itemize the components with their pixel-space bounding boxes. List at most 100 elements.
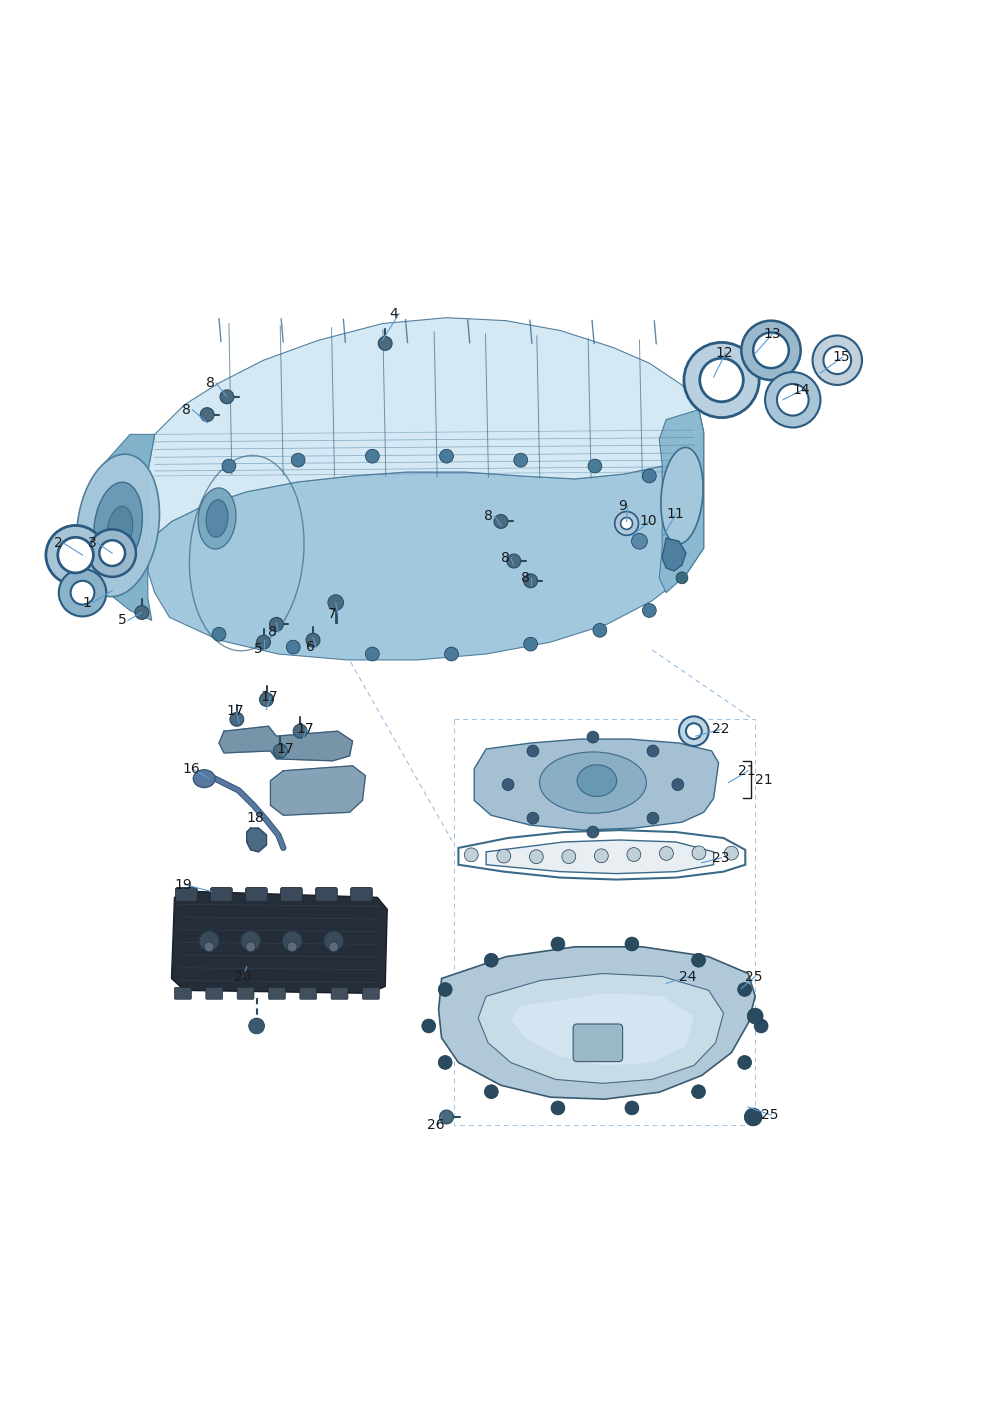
FancyBboxPatch shape	[281, 888, 303, 901]
Text: 15: 15	[832, 351, 850, 365]
Circle shape	[70, 581, 94, 605]
Polygon shape	[172, 891, 387, 993]
Ellipse shape	[193, 770, 215, 787]
Text: 6: 6	[307, 640, 314, 654]
Circle shape	[632, 533, 648, 549]
Text: 11: 11	[667, 506, 683, 521]
Text: 8: 8	[521, 571, 530, 585]
Circle shape	[753, 333, 789, 368]
Polygon shape	[219, 727, 352, 760]
Circle shape	[212, 627, 226, 641]
Polygon shape	[478, 974, 723, 1083]
Circle shape	[307, 633, 319, 647]
Circle shape	[691, 953, 705, 967]
Ellipse shape	[107, 506, 133, 550]
Circle shape	[676, 572, 687, 584]
Circle shape	[135, 606, 149, 619]
Circle shape	[287, 640, 301, 654]
Circle shape	[288, 941, 298, 951]
Text: 13: 13	[763, 327, 781, 341]
Circle shape	[507, 554, 521, 568]
Text: 7: 7	[327, 607, 336, 622]
Circle shape	[699, 358, 743, 401]
Circle shape	[615, 512, 639, 536]
Circle shape	[561, 850, 575, 864]
Circle shape	[777, 384, 808, 415]
Polygon shape	[148, 317, 703, 539]
Ellipse shape	[206, 499, 228, 537]
Circle shape	[249, 1019, 265, 1034]
FancyBboxPatch shape	[246, 888, 267, 901]
Circle shape	[621, 518, 633, 529]
Polygon shape	[438, 947, 755, 1099]
Text: 8: 8	[183, 403, 191, 417]
Circle shape	[587, 731, 599, 744]
Circle shape	[527, 745, 539, 758]
Text: 17: 17	[227, 704, 245, 718]
Circle shape	[588, 459, 602, 473]
Circle shape	[99, 540, 125, 565]
Text: 1: 1	[82, 596, 91, 609]
Circle shape	[594, 849, 608, 863]
Circle shape	[724, 846, 738, 860]
Circle shape	[527, 812, 539, 824]
Ellipse shape	[540, 752, 647, 814]
Circle shape	[365, 449, 379, 463]
Circle shape	[200, 408, 214, 421]
Circle shape	[365, 647, 379, 661]
Text: 22: 22	[711, 723, 729, 737]
Circle shape	[220, 390, 234, 404]
Ellipse shape	[76, 455, 160, 596]
Circle shape	[524, 574, 538, 588]
Circle shape	[627, 847, 641, 861]
Polygon shape	[663, 539, 685, 571]
Circle shape	[484, 953, 498, 967]
Circle shape	[660, 846, 674, 860]
Circle shape	[643, 603, 657, 617]
Polygon shape	[660, 410, 703, 592]
Text: 8: 8	[501, 551, 510, 565]
Circle shape	[204, 941, 214, 951]
Polygon shape	[271, 766, 365, 815]
FancyBboxPatch shape	[175, 988, 191, 999]
Text: 18: 18	[247, 811, 265, 825]
Circle shape	[625, 937, 639, 951]
Circle shape	[292, 453, 306, 467]
Circle shape	[323, 932, 343, 951]
FancyBboxPatch shape	[350, 888, 372, 901]
FancyBboxPatch shape	[210, 888, 232, 901]
Text: 16: 16	[183, 762, 200, 776]
Text: 3: 3	[87, 536, 96, 550]
Text: 17: 17	[297, 723, 313, 737]
Text: 17: 17	[277, 742, 294, 756]
FancyBboxPatch shape	[362, 988, 379, 999]
Ellipse shape	[94, 483, 143, 568]
Circle shape	[494, 515, 508, 529]
Circle shape	[647, 812, 659, 824]
Circle shape	[647, 745, 659, 758]
FancyBboxPatch shape	[237, 988, 254, 999]
Circle shape	[283, 932, 303, 951]
Circle shape	[294, 724, 308, 738]
Circle shape	[484, 1085, 498, 1099]
Circle shape	[88, 529, 136, 577]
Circle shape	[685, 724, 701, 739]
Circle shape	[754, 1019, 768, 1033]
Circle shape	[260, 693, 274, 707]
Text: 5: 5	[118, 613, 127, 627]
Circle shape	[464, 847, 478, 861]
FancyBboxPatch shape	[269, 988, 286, 999]
Circle shape	[497, 849, 511, 863]
Text: 21: 21	[738, 763, 756, 777]
Circle shape	[587, 826, 599, 838]
Circle shape	[744, 1108, 762, 1125]
Circle shape	[438, 1055, 452, 1069]
Text: 19: 19	[175, 877, 192, 891]
FancyBboxPatch shape	[205, 988, 222, 999]
Circle shape	[625, 1101, 639, 1115]
Text: 24: 24	[679, 969, 696, 984]
Circle shape	[514, 453, 528, 467]
Circle shape	[691, 1085, 705, 1099]
Text: 26: 26	[427, 1118, 444, 1132]
Circle shape	[765, 372, 820, 428]
